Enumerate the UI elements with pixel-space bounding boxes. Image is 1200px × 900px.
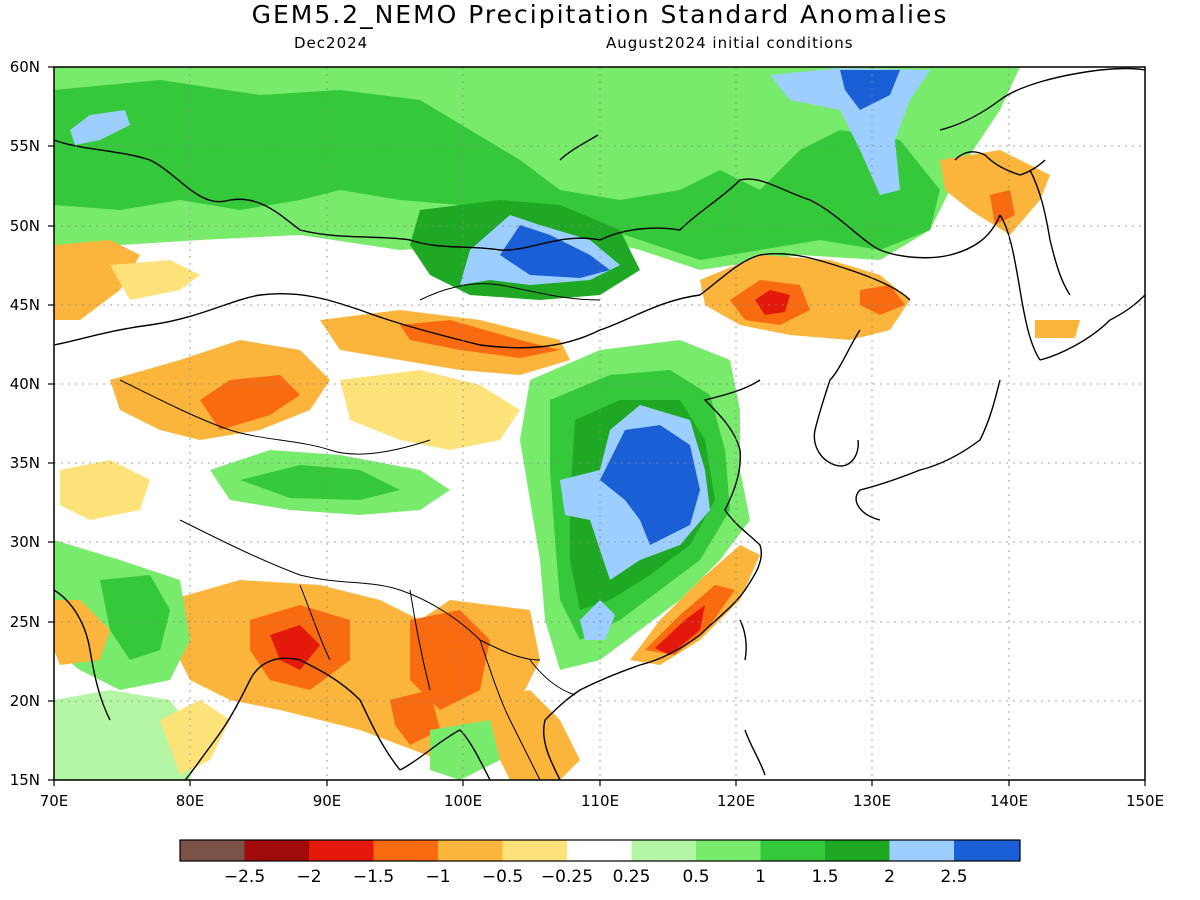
lon-label: 80E	[176, 792, 205, 810]
lon-label: 150E	[1126, 792, 1164, 810]
dry-region-arabian	[54, 600, 110, 665]
wet-region-bay	[54, 690, 200, 780]
colorbar-swatch	[760, 840, 825, 861]
wet-region-north-strong	[54, 80, 940, 260]
dry-region-manchuria-center	[755, 290, 790, 315]
colorbar-label: −2.5	[224, 867, 265, 887]
dry-region-sakhalin	[940, 150, 1050, 235]
wet-region-west-india-core	[100, 575, 170, 660]
colorbar-label: 1.5	[811, 867, 838, 887]
colorbar-label: −1.5	[353, 867, 394, 887]
country-borders	[119, 283, 601, 780]
wet-region-tibet-core	[240, 465, 400, 500]
very-wet-siberia-core	[840, 70, 900, 110]
colorbar-label: 0.25	[613, 867, 651, 887]
lon-label: 90E	[313, 792, 342, 810]
longitude-labels: 70E 80E 90E 100E 110E 120E 130E 140E 150…	[40, 792, 1164, 810]
lon-label: 120E	[717, 792, 755, 810]
chart-title: GEM5.2_NEMO Precipitation Standard Anoma…	[251, 0, 949, 29]
colorbar-label: −0.25	[541, 867, 593, 887]
dry-region-central-asia	[340, 370, 520, 450]
forecast-month: Dec2024	[294, 34, 369, 52]
dry-region-south-china-center	[655, 605, 705, 655]
colorbar-swatch	[309, 840, 374, 861]
lon-label: 100E	[444, 792, 482, 810]
dry-region-myanmar-south	[390, 690, 440, 745]
colorbar-label: 1	[755, 867, 766, 887]
lon-label: 70E	[40, 792, 69, 810]
colorbar-swatch	[889, 840, 954, 861]
anomaly-field	[54, 67, 1145, 780]
latitude-labels: 60N 55N 50N 45N 40N 35N 30N 25N 20N 15N	[10, 58, 40, 789]
dry-region-sakhalin-core	[990, 190, 1015, 225]
colorbar-label: −0.5	[482, 867, 523, 887]
very-wet-mongolia-core	[500, 225, 610, 278]
colorbar-swatch	[631, 840, 696, 861]
dry-region-hokkaido	[1035, 320, 1080, 338]
dry-region-indochina	[490, 690, 580, 780]
very-wet-south-china	[580, 600, 615, 640]
colorbar-labels: −2.5 −2 −1.5 −1 −0.5 −0.25 0.25 0.5 1 1.…	[224, 867, 968, 887]
colorbar-swatch	[180, 840, 245, 861]
very-wet-east-china-core	[600, 425, 700, 545]
colorbar-swatch	[825, 840, 890, 861]
lat-label: 35N	[10, 454, 40, 472]
lon-label: 110E	[581, 792, 619, 810]
very-wet-west-siberia	[70, 110, 130, 145]
colorbar-swatch	[954, 840, 1020, 861]
lat-label: 50N	[10, 217, 40, 235]
colorbar	[179, 839, 1021, 862]
colorbar-label: −2	[296, 867, 321, 887]
lat-label: 60N	[10, 58, 40, 76]
colorbar-swatch	[567, 840, 632, 861]
coastlines	[54, 67, 1145, 780]
lat-label: 40N	[10, 375, 40, 393]
dry-region-north-korea	[860, 285, 905, 315]
lat-label: 20N	[10, 692, 40, 710]
colorbar-label: 2	[884, 867, 895, 887]
very-wet-siberia	[770, 68, 930, 195]
colorbar-label: −1	[425, 867, 450, 887]
colorbar-label: 0.5	[682, 867, 709, 887]
colorbar-swatch	[696, 840, 761, 861]
dry-region-tibet	[60, 460, 150, 520]
lat-label: 45N	[10, 296, 40, 314]
dry-region-gobi-core	[400, 320, 560, 358]
colorbar-swatch	[438, 840, 503, 861]
axis-ticks	[48, 66, 1146, 786]
dry-region-kazakhstan	[54, 240, 140, 320]
colorbar-swatch	[373, 840, 438, 861]
lon-label: 140E	[990, 792, 1028, 810]
dry-region-kazakhstan-2	[110, 260, 200, 300]
lon-label: 130E	[853, 792, 891, 810]
colorbar-swatch	[502, 840, 567, 861]
initial-conditions: August2024 initial conditions	[606, 34, 854, 52]
lat-label: 55N	[10, 137, 40, 155]
dry-region-south-india	[160, 700, 230, 775]
colorbar-swatch	[244, 840, 309, 861]
lat-label: 30N	[10, 533, 40, 551]
lat-label: 15N	[10, 771, 40, 789]
dry-region-tianshan-core	[200, 375, 300, 430]
dry-region-myanmar	[410, 610, 490, 710]
lat-label: 25N	[10, 613, 40, 631]
colorbar-label: 2.5	[940, 867, 967, 887]
